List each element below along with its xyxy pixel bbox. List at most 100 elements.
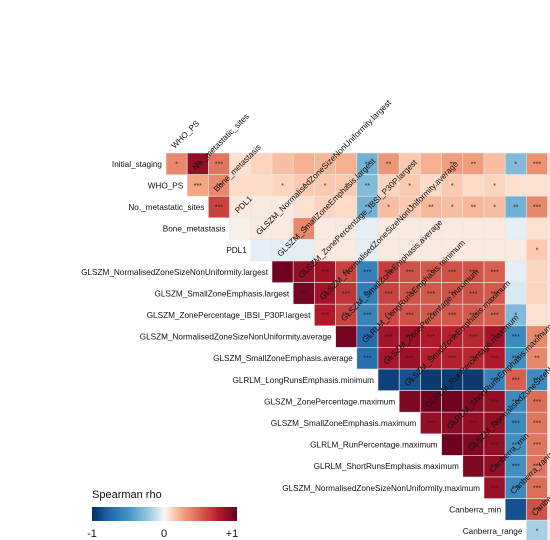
heatmap-cell	[398, 390, 421, 413]
heatmap-cells	[165, 152, 550, 540]
heatmap-cell	[504, 217, 527, 240]
significance-mark: *	[345, 183, 348, 190]
significance-mark: ***	[363, 356, 371, 363]
significance-mark: ***	[533, 421, 541, 428]
heatmap-cell	[547, 260, 550, 283]
significance-mark: ***	[194, 183, 202, 190]
row-label: GLSZM_NormalisedZoneSizeNonUniformity.ma…	[282, 484, 480, 493]
significance-mark: ***	[448, 269, 456, 276]
significance-mark: *	[514, 313, 517, 320]
significance-mark: **	[534, 334, 540, 341]
significance-mark: ***	[385, 313, 393, 320]
significance-mark: ***	[427, 291, 435, 298]
legend-title: Spearman rho	[92, 489, 162, 501]
row-label: GLRLM_LongRunsEmphasis.minimum	[232, 376, 374, 385]
significance-mark: ***	[448, 356, 456, 363]
row-label: GLSZM_SmallZoneEmphasis.maximum	[271, 419, 417, 428]
significance-mark: ***	[385, 269, 393, 276]
significance-mark: ***	[469, 334, 477, 341]
significance-mark: *	[536, 248, 539, 255]
heatmap-cell	[462, 239, 485, 262]
heatmap-cell	[547, 217, 550, 240]
significance-mark: **	[428, 205, 434, 212]
significance-mark: ***	[469, 442, 477, 449]
row-labels: Initial_staging WHO_PS No._metastatic_site…	[81, 160, 523, 536]
heatmap-cell	[271, 260, 294, 283]
heatmap-cell	[377, 368, 400, 391]
significance-mark: **	[301, 226, 307, 233]
row-label: Canberra_min	[449, 505, 501, 514]
significance-mark: ***	[300, 291, 308, 298]
significance-mark: ***	[512, 485, 520, 492]
heatmap-cell	[483, 152, 506, 175]
significance-mark: ***	[448, 421, 456, 428]
significance-mark: ***	[342, 269, 350, 276]
significance-mark: ***	[533, 464, 541, 471]
significance-mark: ***	[321, 269, 329, 276]
heatmap-cell	[504, 174, 527, 197]
significance-mark: ***	[342, 291, 350, 298]
significance-mark: **	[534, 356, 540, 363]
row-label: GLSZM_NormalisedZoneSizeNonUniformity.av…	[140, 333, 332, 342]
significance-mark: ***	[512, 334, 520, 341]
heatmap-cell	[547, 152, 550, 175]
row-label: GLSZM_SmallZoneEmphasis.average	[213, 354, 353, 363]
significance-mark: ***	[533, 377, 541, 384]
significance-mark: ***	[491, 377, 499, 384]
legend-tick-max: +1	[226, 528, 239, 540]
significance-mark: ***	[385, 291, 393, 298]
significance-mark: *	[514, 161, 517, 168]
heatmap-cell	[462, 217, 485, 240]
significance-mark: ***	[469, 421, 477, 428]
significance-mark: ***	[406, 377, 414, 384]
heatmap-cell	[526, 260, 548, 283]
significance-mark: ***	[427, 334, 435, 341]
heatmap-cell	[229, 217, 252, 240]
significance-mark: **	[471, 161, 477, 168]
significance-mark: ***	[342, 313, 350, 320]
significance-mark: ***	[491, 291, 499, 298]
heatmap-cell	[547, 498, 550, 521]
heatmap-cell	[526, 303, 548, 327]
heatmap-cell	[526, 174, 548, 197]
significance-mark: *	[387, 205, 390, 212]
significance-mark: *	[324, 183, 327, 190]
heatmap-cell	[547, 455, 550, 478]
significance-mark: *	[493, 183, 496, 190]
color-legend: Spearman rho -1 0 +1	[87, 489, 238, 540]
legend-tick-zero: 0	[161, 528, 167, 540]
row-label: No._metastatic_sites	[128, 203, 204, 212]
significance-mark: **	[471, 205, 477, 212]
significance-mark: ***	[533, 399, 541, 406]
significance-mark: ***	[406, 269, 414, 276]
legend-colorbar	[92, 507, 237, 521]
heatmap-cell	[504, 239, 527, 262]
significance-mark: *	[408, 205, 411, 212]
heatmap-cell	[271, 152, 294, 175]
significance-mark: ***	[385, 356, 393, 363]
significance-mark: ***	[491, 421, 499, 428]
significance-mark: *	[493, 205, 496, 212]
significance-mark: ***	[427, 269, 435, 276]
heatmap-cell	[547, 476, 550, 499]
significance-mark: *	[302, 183, 305, 190]
significance-mark: ***	[385, 334, 393, 341]
significance-mark: ***	[491, 464, 499, 471]
significance-mark: ***	[469, 313, 477, 320]
heatmap-cell	[335, 325, 358, 348]
significance-mark: **	[365, 205, 371, 212]
heatmap-cell	[547, 174, 550, 197]
heatmap-cell	[420, 152, 442, 175]
heatmap-cell	[250, 174, 273, 197]
row-label: GLSZM_ZonePercentage_IBSI_P30P.largest	[147, 311, 311, 320]
significance-mark: **	[513, 205, 519, 212]
significance-mark: ***	[512, 356, 520, 363]
significance-mark: ***	[512, 377, 520, 384]
heatmap-cell	[441, 217, 464, 240]
significance-mark: ***	[406, 313, 414, 320]
significance-mark: *	[408, 183, 411, 190]
significance-mark: ***	[469, 291, 477, 298]
significance-mark: *	[281, 183, 284, 190]
significance-mark: ***	[533, 507, 541, 514]
